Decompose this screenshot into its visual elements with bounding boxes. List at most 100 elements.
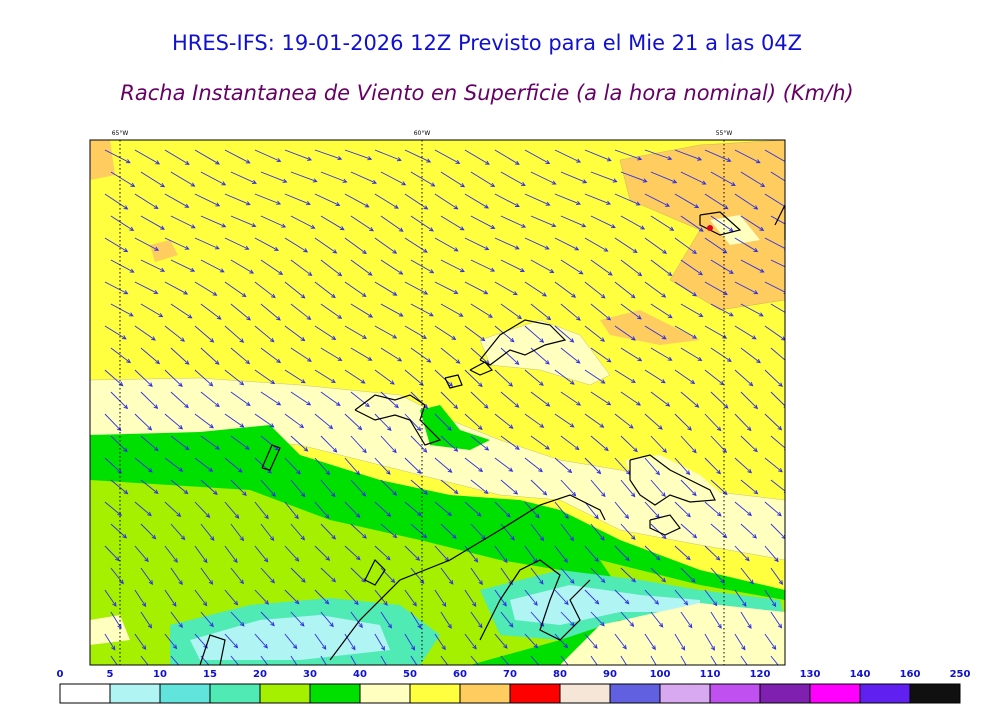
wind-arrow bbox=[464, 149, 490, 165]
wind-arrow bbox=[470, 303, 493, 318]
colorbar-box bbox=[209, 683, 261, 704]
wind-arrow bbox=[380, 479, 398, 496]
wind-arrow bbox=[284, 369, 306, 384]
colorbar-label: 90 bbox=[603, 669, 617, 680]
wind-arrow bbox=[380, 259, 404, 275]
wind-arrow bbox=[500, 171, 526, 186]
wind-arrow bbox=[140, 171, 166, 188]
wind-arrow bbox=[164, 633, 178, 650]
wind-arrow bbox=[404, 413, 422, 432]
wind-arrow bbox=[644, 281, 667, 298]
wind-arrow bbox=[740, 215, 765, 231]
colorbar-label: 5 bbox=[107, 669, 114, 680]
wind-arrow bbox=[344, 369, 366, 384]
wind-arrow bbox=[404, 369, 424, 386]
coastline bbox=[629, 454, 716, 506]
wind-arrow bbox=[320, 435, 338, 453]
wind-arrow bbox=[200, 567, 214, 585]
wind-arrow bbox=[350, 523, 367, 539]
wind-arrow bbox=[230, 655, 240, 665]
wind-arrow bbox=[410, 655, 418, 665]
colorbar-box bbox=[659, 683, 711, 704]
wind-arrow bbox=[254, 413, 275, 428]
wind-arrow bbox=[224, 633, 239, 649]
wind-arrow bbox=[134, 281, 159, 294]
wind-arrow bbox=[230, 391, 251, 407]
wind-arrow bbox=[284, 589, 300, 605]
wind-arrow bbox=[740, 479, 759, 495]
wind-arrow bbox=[464, 193, 490, 209]
wind-arrow bbox=[644, 325, 667, 340]
wind-arrow bbox=[200, 435, 220, 450]
wind-arrow bbox=[770, 347, 785, 361]
wind-arrow bbox=[470, 435, 490, 451]
wind-arrow bbox=[344, 413, 363, 431]
wind-arrow bbox=[344, 589, 359, 606]
wind-arrow bbox=[674, 457, 691, 476]
wind-arrow bbox=[404, 633, 416, 651]
wind-arrow bbox=[434, 237, 459, 252]
wind-arrow bbox=[524, 457, 543, 473]
field-region bbox=[625, 455, 740, 530]
wind-arrow bbox=[584, 589, 600, 605]
wind-arrow bbox=[740, 567, 754, 585]
wind-arrow bbox=[440, 435, 459, 452]
wind-arrow bbox=[110, 479, 129, 495]
wind-arrow bbox=[590, 391, 612, 406]
wind-arrow bbox=[290, 523, 306, 541]
wind-arrow bbox=[104, 281, 129, 295]
wind-arrow bbox=[734, 325, 757, 340]
wind-arrow bbox=[764, 589, 777, 608]
wind-arrow bbox=[350, 611, 363, 629]
wind-arrow bbox=[194, 369, 214, 387]
city-marker bbox=[707, 225, 713, 231]
wind-arrow bbox=[710, 567, 725, 584]
wind-arrow bbox=[644, 589, 660, 605]
wind-arrow bbox=[650, 171, 678, 184]
wind-arrow bbox=[320, 655, 327, 665]
colorbar-box bbox=[59, 683, 111, 704]
wind-arrow bbox=[170, 347, 190, 365]
colorbar-label: 30 bbox=[303, 669, 317, 680]
wind-arrow bbox=[404, 325, 427, 339]
wind-arrow bbox=[380, 435, 397, 454]
wind-arrow bbox=[320, 347, 343, 361]
wind-arrow bbox=[254, 149, 282, 163]
wind-arrow bbox=[590, 523, 605, 541]
wind-arrow bbox=[314, 149, 343, 161]
wind-arrow bbox=[494, 545, 508, 564]
wind-arrow bbox=[770, 259, 785, 268]
field-region bbox=[510, 585, 700, 625]
wind-arrow bbox=[380, 347, 403, 362]
wind-arrow bbox=[710, 259, 734, 274]
wind-arrow bbox=[284, 633, 298, 650]
wind-arrow bbox=[674, 501, 691, 518]
wind-arrow bbox=[584, 281, 606, 299]
wind-arrow bbox=[284, 501, 299, 520]
wind-arrow bbox=[734, 369, 754, 387]
wind-arrow bbox=[140, 523, 157, 540]
wind-arrow bbox=[380, 215, 404, 232]
wind-arrow bbox=[584, 149, 612, 162]
wind-arrow bbox=[164, 413, 184, 430]
wind-arrow bbox=[254, 281, 276, 299]
wind-arrow bbox=[464, 369, 483, 388]
wind-arrow bbox=[494, 589, 507, 607]
colorbar-label: 60 bbox=[453, 669, 467, 680]
wind-arrow bbox=[704, 457, 722, 475]
wind-arrow bbox=[200, 655, 210, 665]
wind-arrow bbox=[260, 259, 284, 276]
wind-arrow bbox=[674, 193, 700, 209]
colorbar-box bbox=[409, 683, 461, 704]
wind-arrow bbox=[380, 567, 396, 584]
longitude-label: 60°W bbox=[414, 130, 431, 137]
wind-arrow bbox=[104, 413, 122, 432]
wind-arrow bbox=[620, 611, 635, 627]
wind-arrow bbox=[740, 347, 761, 364]
colorbar-box bbox=[709, 683, 761, 704]
wind-arrow bbox=[770, 655, 779, 665]
wind-arrow bbox=[470, 567, 483, 586]
wind-arrow bbox=[524, 281, 547, 297]
wind-arrow bbox=[650, 259, 673, 277]
wind-arrow bbox=[680, 171, 707, 185]
